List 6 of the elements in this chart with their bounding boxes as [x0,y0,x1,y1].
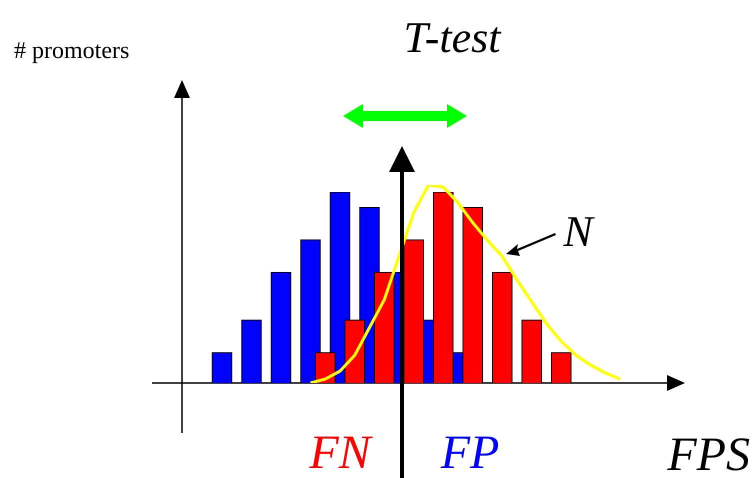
y-axis-title: # promoters [14,38,130,64]
text: FP [440,426,500,478]
text: FN [308,426,374,478]
x-axis-title: FPS [666,428,750,478]
chart-title: T-test [404,13,502,62]
annotation: N [562,207,596,256]
